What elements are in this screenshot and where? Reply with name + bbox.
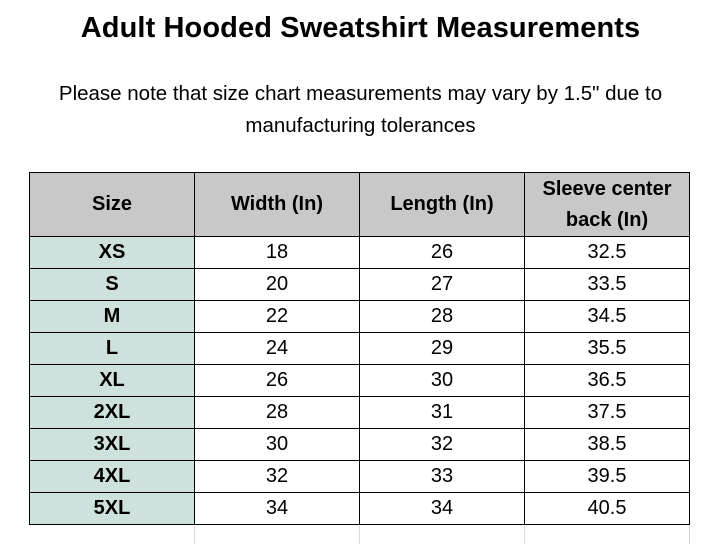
header-sleeve-line-2: back (In) [565,208,649,231]
table-row: 5XL 34 34 40.5 [29,492,690,525]
header-sleeve-center-back: Sleeve center back (In) [524,172,690,237]
sleeve-cell: 39.5 [524,460,690,493]
note-line-2: manufacturing tolerances [245,114,476,137]
size-cell: 5XL [29,492,195,525]
length-cell: 29 [359,332,525,365]
length-cell: 34 [359,492,525,525]
size-tolerance-note: Please note that size chart measurements… [0,78,721,142]
sleeve-cell: 34.5 [524,300,690,333]
header-width: Width (In) [194,172,360,237]
page-title: Adult Hooded Sweatshirt Measurements [80,12,641,44]
width-cell: 28 [194,396,360,429]
length-cell: 26 [359,236,525,269]
length-cell: 27 [359,268,525,301]
length-cell: 30 [359,364,525,397]
width-cell: 26 [194,364,360,397]
table-row: L 24 29 35.5 [29,332,690,365]
table-row: 2XL 28 31 37.5 [29,396,690,429]
size-cell: XL [29,364,195,397]
length-cell: 28 [359,300,525,333]
width-cell: 18 [194,236,360,269]
size-cell: S [29,268,195,301]
table-row: M 22 28 34.5 [29,300,690,333]
table-row: 4XL 32 33 39.5 [29,460,690,493]
sleeve-cell: 37.5 [524,396,690,429]
table-row: XL 26 30 36.5 [29,364,690,397]
width-cell: 24 [194,332,360,365]
sleeve-cell: 33.5 [524,268,690,301]
width-cell: 34 [194,492,360,525]
size-cell: 4XL [29,460,195,493]
width-cell: 32 [194,460,360,493]
header-size: Size [29,172,195,237]
sleeve-cell: 35.5 [524,332,690,365]
width-cell: 20 [194,268,360,301]
header-sleeve-line-1: Sleeve center [542,177,672,200]
length-cell: 32 [359,428,525,461]
sleeve-cell: 40.5 [524,492,690,525]
length-cell: 31 [359,396,525,429]
sleeve-cell: 38.5 [524,428,690,461]
size-cell: XS [29,236,195,269]
size-cell: L [29,332,195,365]
gridline [689,525,690,544]
length-cell: 33 [359,460,525,493]
sleeve-cell: 32.5 [524,236,690,269]
width-cell: 30 [194,428,360,461]
size-cell: 2XL [29,396,195,429]
gridline [359,525,360,544]
gridline [194,525,195,544]
table-row: XS 18 26 32.5 [29,236,690,269]
width-cell: 22 [194,300,360,333]
note-line-1: Please note that size chart measurements… [58,82,663,105]
header-length: Length (In) [359,172,525,237]
gridline [524,525,525,544]
size-cell: 3XL [29,428,195,461]
header-row: Size Width (In) Length (In) Sleeve cente… [29,172,690,237]
table-row: 3XL 30 32 38.5 [29,428,690,461]
table-row: S 20 27 33.5 [29,268,690,301]
size-chart-table: Size Width (In) Length (In) Sleeve cente… [29,172,690,525]
sleeve-cell: 36.5 [524,364,690,397]
size-cell: M [29,300,195,333]
